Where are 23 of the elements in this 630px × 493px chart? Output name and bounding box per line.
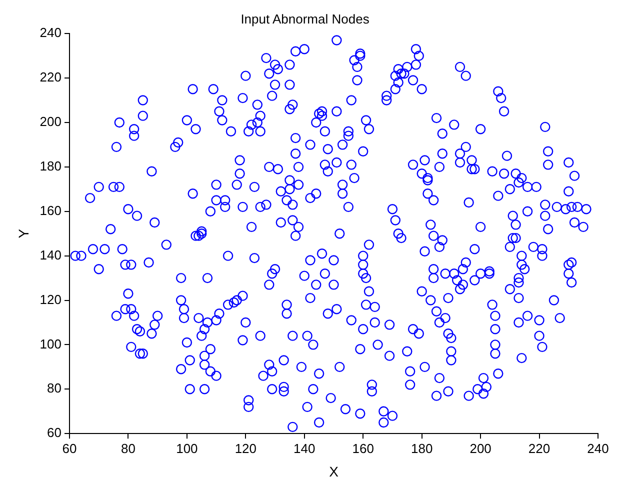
y-tick-label: 180 bbox=[40, 158, 62, 174]
y-tick-label: 220 bbox=[40, 70, 62, 85]
y-tick-label: 80 bbox=[47, 380, 62, 396]
x-tick-label: 60 bbox=[62, 440, 77, 456]
y-axis-title: Y bbox=[15, 228, 32, 238]
x-axis-title: X bbox=[329, 463, 340, 480]
x-tick-label: 120 bbox=[234, 440, 257, 456]
y-tick-label: 60 bbox=[47, 425, 62, 440]
x-tick-label: 80 bbox=[120, 440, 136, 456]
x-tick-label: 240 bbox=[587, 440, 609, 456]
x-tick-label: 160 bbox=[352, 440, 374, 456]
x-tick-label: 100 bbox=[176, 440, 198, 456]
y-tick-label: 140 bbox=[40, 247, 62, 262]
y-tick-label: 200 bbox=[40, 114, 62, 130]
y-tick-label: 240 bbox=[40, 25, 62, 40]
x-tick-label: 200 bbox=[470, 440, 492, 456]
y-tick-label: 120 bbox=[40, 292, 62, 307]
x-tick-label: 140 bbox=[294, 440, 316, 456]
x-tick-label: 180 bbox=[410, 440, 433, 456]
chart-title: Input Abnormal Nodes bbox=[240, 11, 370, 26]
x-tick-label: 220 bbox=[528, 440, 550, 456]
y-tick-label: 160 bbox=[40, 202, 62, 218]
y-tick-label: 100 bbox=[40, 336, 62, 352]
